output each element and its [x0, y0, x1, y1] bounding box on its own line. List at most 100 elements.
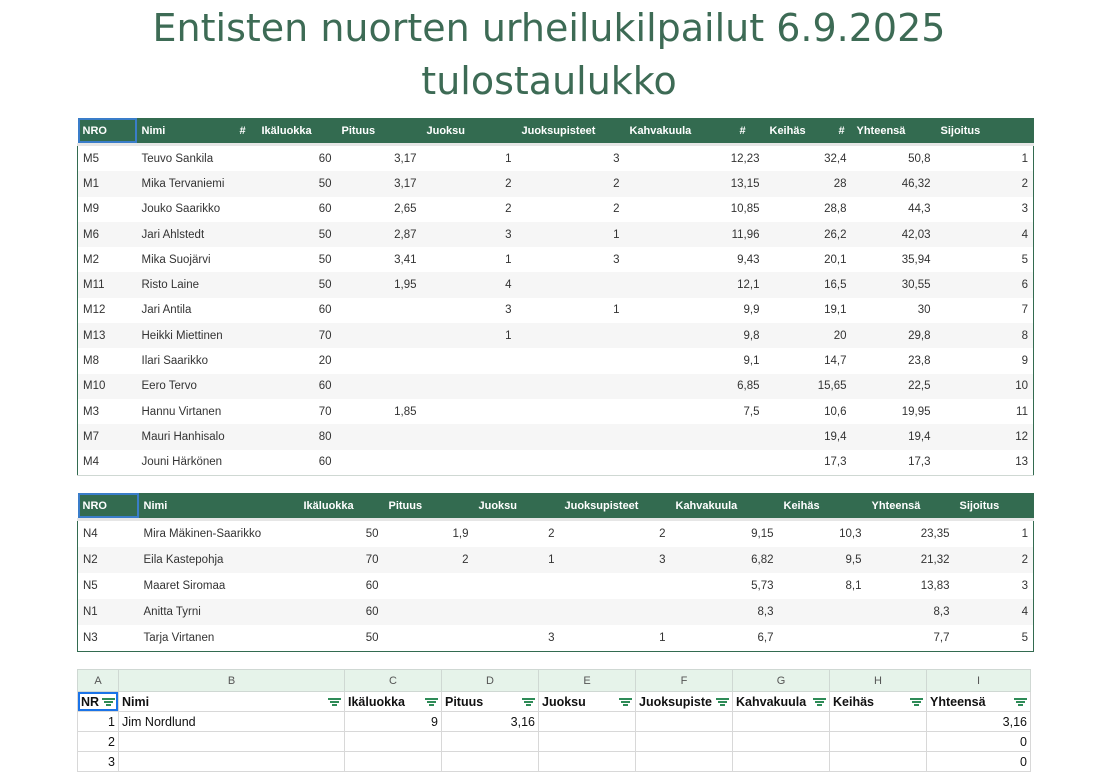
filter-icon[interactable]	[813, 696, 826, 707]
men-cell-nimi[interactable]: Jouko Saarikko	[141, 203, 221, 216]
men-cell-pituus[interactable]	[337, 298, 422, 323]
sheet-cell[interactable]: 3,16	[441, 711, 539, 732]
men-cell-sijoitus[interactable]: 6	[935, 272, 1034, 298]
filter-icon[interactable]	[425, 696, 438, 707]
sheet-header-cell[interactable]: Keihäs	[829, 691, 927, 712]
sheet-cell[interactable]	[441, 751, 539, 772]
sheet-cell[interactable]: 3,16	[926, 711, 1031, 732]
women-cell-juoksupisteet[interactable]	[560, 573, 671, 599]
women-cell-ikaluokka[interactable]: 50	[298, 625, 384, 652]
men-cell-pituus[interactable]: 3,41	[394, 253, 417, 266]
men-header-yhteensa[interactable]: Yhteensä	[851, 118, 936, 145]
men-cell-kahvakuula[interactable]: 9,8	[624, 323, 765, 349]
men-cell-yhteensa[interactable]: 29,8	[851, 323, 936, 349]
women-cell-pituus[interactable]: 1,9	[383, 518, 474, 547]
men-cell-sijoitus[interactable]: 3	[935, 196, 1034, 222]
men-cell-pituus[interactable]: 2,87	[336, 221, 422, 248]
column-letter-h[interactable]: H	[829, 669, 927, 692]
men-cell-juoksu[interactable]: 1	[421, 143, 517, 172]
women-cell-nimi[interactable]: Eila Kastepohja	[138, 547, 299, 573]
women-cell-keihas[interactable]	[778, 599, 867, 625]
sheet-header-cell[interactable]: Kahvakuula	[732, 691, 830, 712]
men-cell-nro[interactable]: M2	[77, 247, 137, 273]
men-cell-juoksupisteet[interactable]: 2	[613, 203, 620, 216]
sheet-header-cell[interactable]: Ikäluokka	[344, 691, 442, 712]
men-cell-ikaluokka[interactable]: 70	[256, 323, 337, 349]
men-cell-keihas[interactable]: 19,4	[764, 424, 852, 450]
women-header-kahvakuula[interactable]: Kahvakuula	[670, 493, 779, 520]
women-cell-keihas[interactable]: 9,5	[778, 547, 867, 573]
men-cell-kahvakuula[interactable]: 12,1	[624, 272, 765, 298]
women-cell-pituus[interactable]	[384, 573, 474, 599]
men-header-kahvakuula[interactable]: Kahvakuula	[624, 118, 735, 145]
men-header-nimi[interactable]: Nimi	[136, 118, 235, 145]
sheet-cell[interactable]	[829, 751, 927, 772]
men-cell-pituus[interactable]	[337, 348, 422, 373]
men-header-sijoitus[interactable]: Sijoitus	[935, 118, 1034, 145]
men-cell-juoksu[interactable]: 1	[505, 253, 512, 266]
women-cell-keihas[interactable]	[778, 625, 867, 652]
sheet-header-cell[interactable]: Nimi	[118, 691, 345, 712]
sheet-cell[interactable]	[344, 731, 442, 752]
sheet-cell[interactable]	[635, 731, 733, 752]
men-cell-sijoitus[interactable]: 2	[935, 171, 1034, 197]
column-letter-i[interactable]: I	[926, 669, 1031, 692]
men-cell-juoksupisteet[interactable]	[516, 373, 625, 399]
women-cell-nimi[interactable]: Anitta Tyrni	[138, 599, 299, 625]
women-cell-nro[interactable]: N1	[77, 599, 139, 625]
women-cell-nro[interactable]: N4	[77, 518, 139, 547]
women-cell-juoksu[interactable]: 1	[473, 547, 560, 573]
men-cell-yhteensa[interactable]: 22,5	[851, 373, 936, 399]
men-cell-juoksupisteet[interactable]	[516, 272, 625, 298]
men-cell-nro[interactable]: M3	[77, 398, 137, 425]
men-cell-sijoitus[interactable]: 10	[935, 373, 1034, 399]
men-cell-nimi[interactable]: Teuvo Sankila	[136, 143, 257, 172]
men-cell-juoksupisteet[interactable]	[516, 449, 625, 476]
women-cell-kahvakuula[interactable]: 6,82	[670, 547, 779, 573]
men-cell-juoksu[interactable]	[421, 424, 517, 450]
women-cell-yhteensa[interactable]: 21,32	[866, 547, 955, 573]
women-header-keihas[interactable]: Keihäs	[778, 493, 867, 520]
women-cell-yhteensa[interactable]: 7,7	[866, 625, 955, 652]
men-cell-pituus[interactable]	[336, 424, 422, 450]
sheet-header-cell[interactable]: Yhteensä	[926, 691, 1031, 712]
sheet-cell[interactable]	[538, 711, 636, 732]
women-cell-yhteensa[interactable]: 13,83	[920, 580, 950, 592]
men-cell-juoksu[interactable]: 3	[421, 221, 517, 248]
sheet-cell[interactable]: 2	[77, 731, 119, 752]
men-cell-ikaluokka[interactable]: 20	[318, 355, 332, 368]
sheet-header-cell[interactable]: Juoksupiste	[635, 691, 733, 712]
women-cell-nro[interactable]: N2	[77, 547, 139, 573]
filter-icon[interactable]	[102, 696, 115, 707]
men-cell-keihas[interactable]: 32,4	[764, 143, 852, 172]
men-cell-sijoitus[interactable]: 7	[935, 297, 1034, 324]
men-cell-nimi[interactable]: Risto Laine	[136, 272, 257, 298]
women-cell-sijoitus[interactable]: 2	[954, 547, 1034, 573]
column-letter-e[interactable]: E	[538, 669, 636, 692]
men-cell-nro[interactable]: M12	[77, 297, 137, 324]
sheet-cell[interactable]	[538, 751, 636, 772]
women-cell-sijoitus[interactable]: 4	[954, 599, 1034, 625]
sheet-cell[interactable]	[538, 731, 636, 752]
column-letter-g[interactable]: G	[732, 669, 830, 692]
women-header-pituus[interactable]: Pituus	[383, 493, 474, 520]
women-cell-kahvakuula[interactable]: 6,7	[670, 625, 779, 652]
men-header-hash[interactable]: #	[734, 118, 765, 145]
men-cell-yhteensa[interactable]: 30,55	[851, 272, 936, 298]
men-cell-yhteensa[interactable]: 44,3	[908, 203, 931, 216]
women-cell-sijoitus[interactable]: 1	[954, 518, 1034, 547]
men-cell-sijoitus[interactable]: 5	[935, 247, 1034, 273]
women-cell-pituus[interactable]	[383, 599, 474, 625]
men-cell-kahvakuula[interactable]: 13,15	[624, 171, 765, 197]
men-cell-kahvakuula[interactable]: 11,96	[624, 221, 765, 248]
sheet-cell[interactable]	[118, 731, 345, 752]
sheet-cell[interactable]: 0	[926, 731, 1031, 752]
men-cell-keihas[interactable]: 20	[764, 323, 852, 349]
men-cell-juoksupisteet[interactable]: 2	[516, 171, 625, 197]
women-cell-nimi[interactable]: Tarja Virtanen	[138, 625, 299, 652]
men-cell-juoksu[interactable]: 2	[505, 203, 512, 216]
men-cell-sijoitus[interactable]: 4	[935, 221, 1034, 248]
women-cell-kahvakuula[interactable]: 8,3	[670, 599, 779, 625]
men-cell-nimi[interactable]: Jouni Härkönen	[136, 449, 257, 476]
men-cell-ikaluokka[interactable]: 50	[256, 171, 337, 197]
